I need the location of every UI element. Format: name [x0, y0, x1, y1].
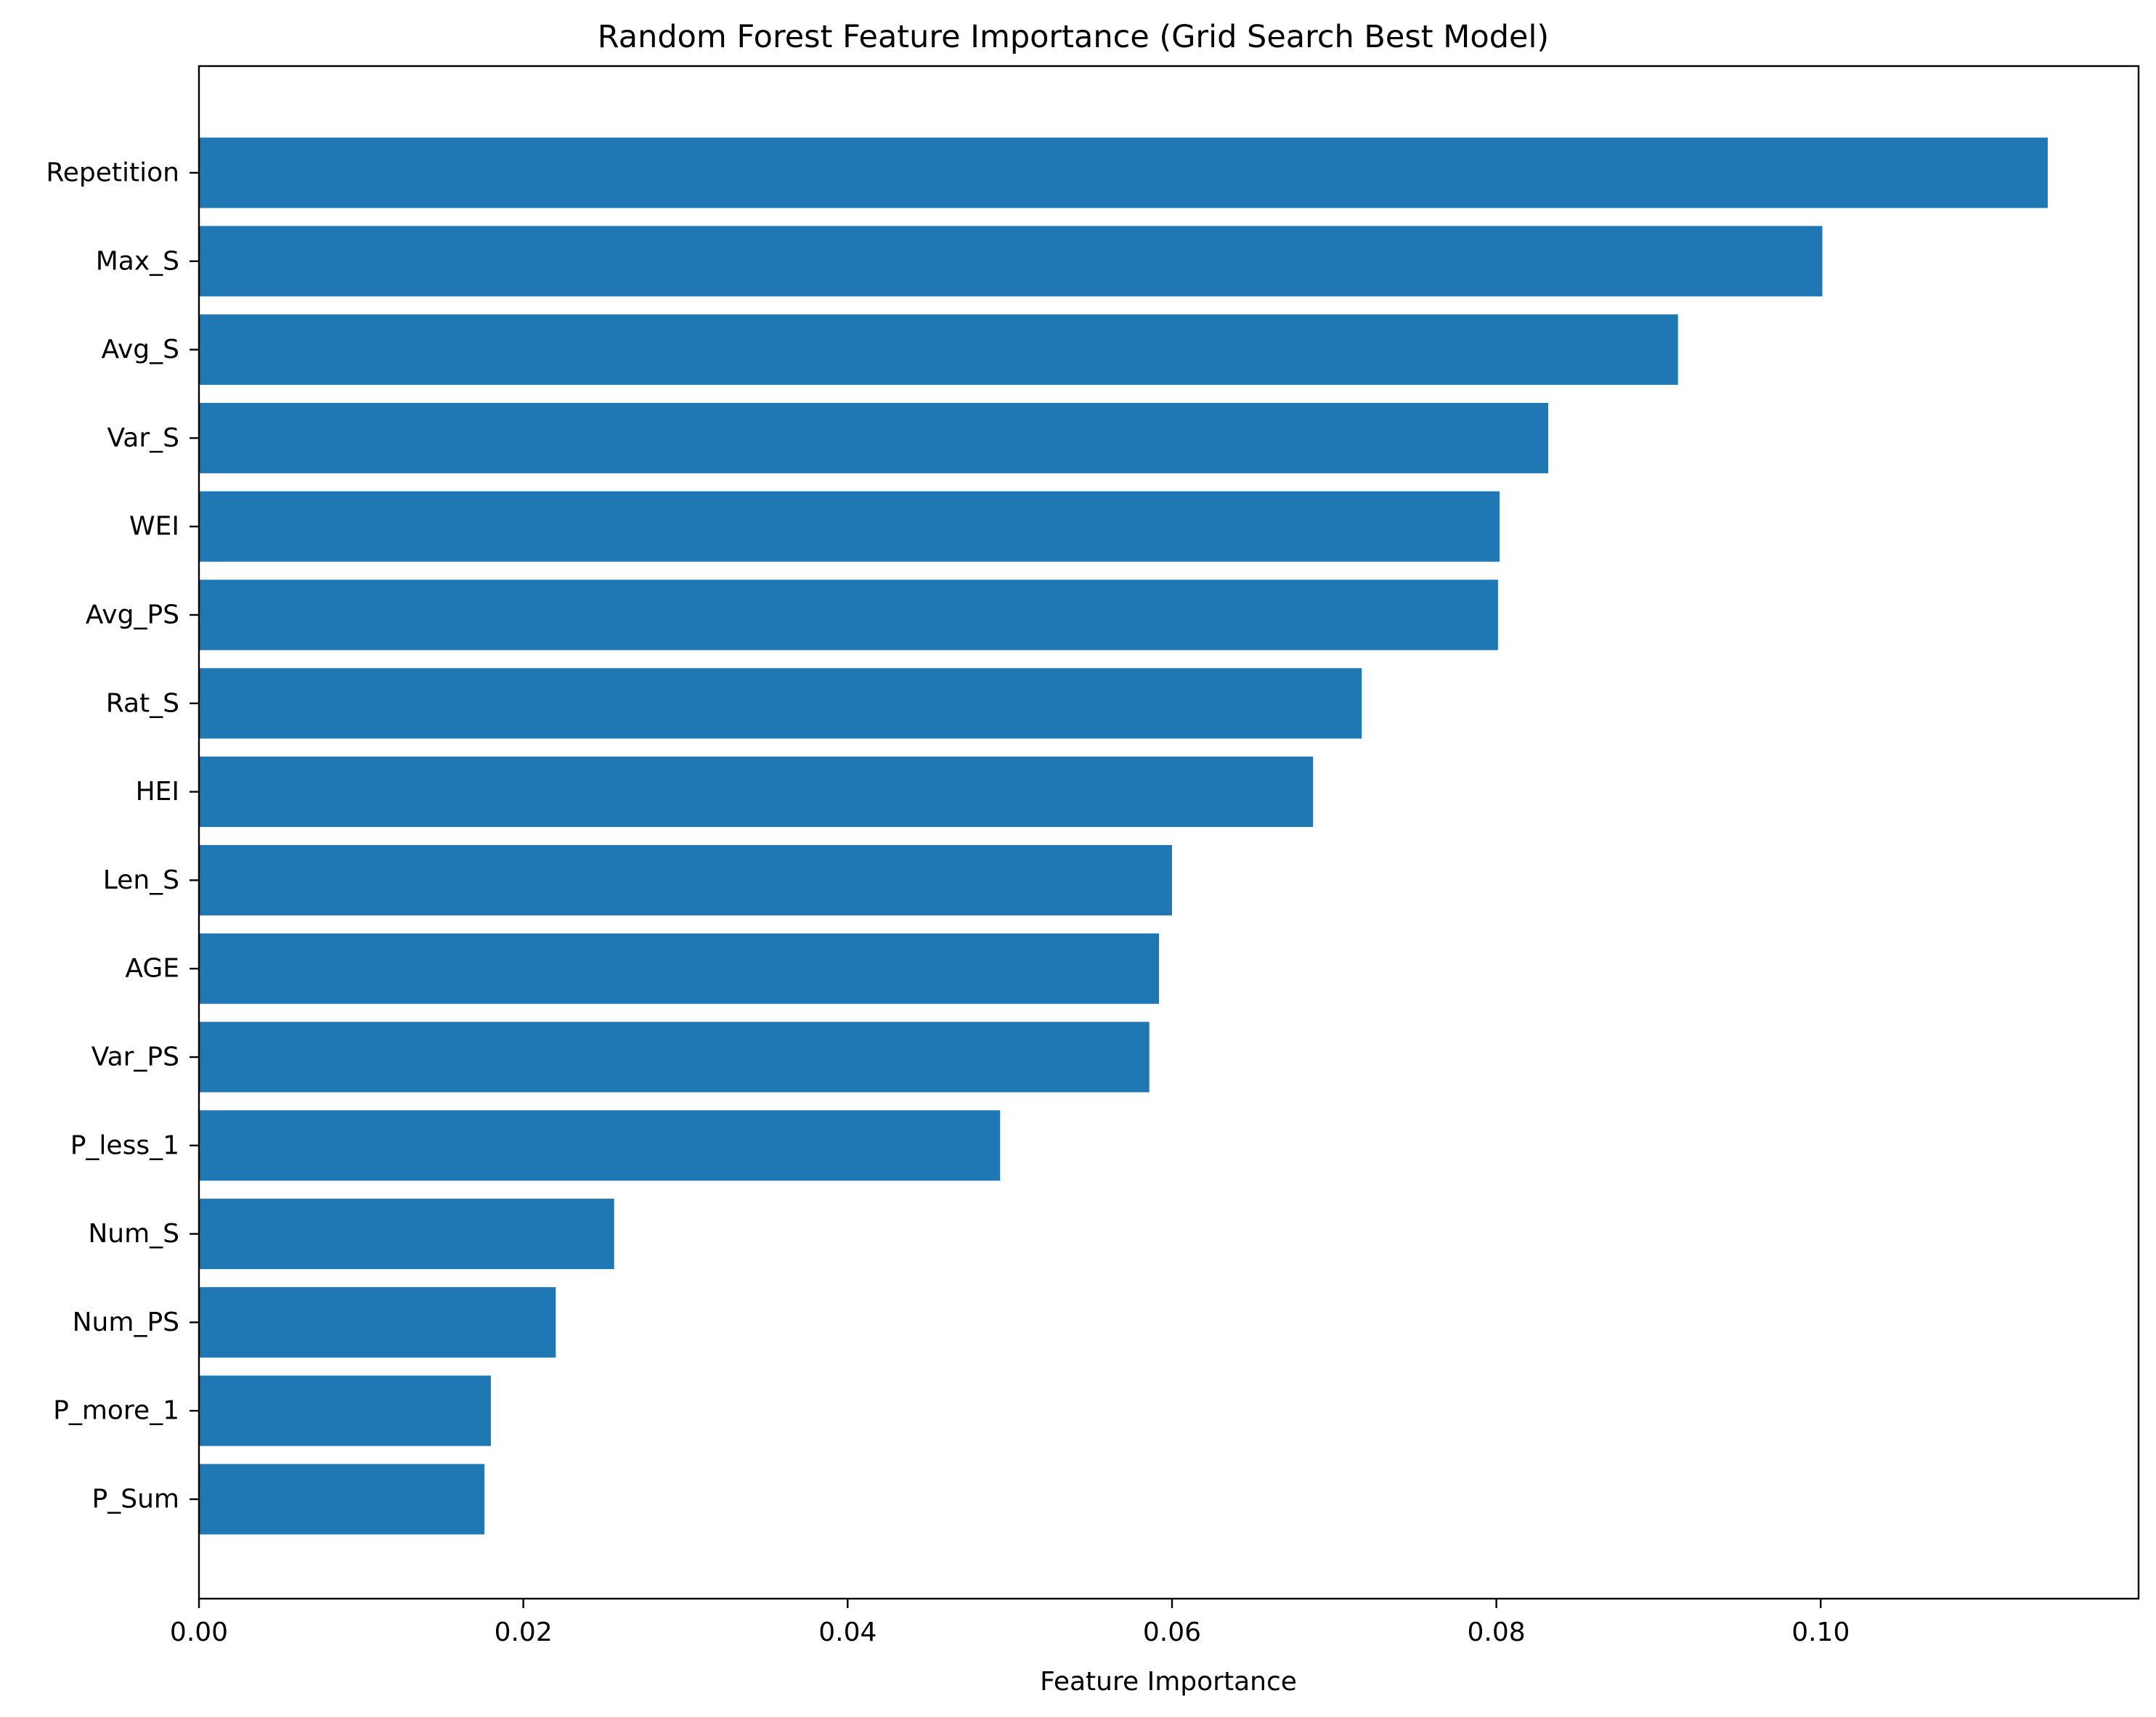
- y-tick-label: Var_S: [107, 423, 179, 453]
- bar-len-s: [199, 844, 1172, 915]
- bar-avg-ps: [199, 579, 1498, 650]
- y-tick-label: WEI: [129, 512, 179, 542]
- y-axis-ticks: Repetition Max_S Avg_S Var_S WEI Avg_PS Rat_S H…: [46, 158, 199, 1514]
- x-axis-ticks: 0.00 0.02 0.04 0.06 0.08 0.10: [170, 1599, 1850, 1647]
- y-tick-label: Num_PS: [73, 1308, 179, 1337]
- bar-var-s: [199, 402, 1549, 473]
- x-tick-label: 0.04: [818, 1618, 876, 1647]
- bar-wei: [199, 491, 1500, 562]
- y-tick-label: Avg_PS: [86, 600, 179, 630]
- chart-title: Random Forest Feature Importance (Grid S…: [598, 19, 1549, 55]
- bar-var-ps: [199, 1021, 1150, 1093]
- bar-max-s: [199, 226, 1823, 297]
- y-tick-label: Len_S: [103, 865, 179, 895]
- bars-layer: [199, 137, 2048, 1535]
- y-tick-label: Repetition: [46, 158, 179, 188]
- x-tick-label: 0.02: [495, 1618, 553, 1647]
- y-tick-label: P_less_1: [70, 1130, 179, 1160]
- y-tick-label: Num_S: [88, 1219, 179, 1249]
- bar-repetition: [199, 137, 2048, 208]
- bar-p-more-1: [199, 1375, 491, 1446]
- x-tick-label: 0.10: [1791, 1618, 1850, 1647]
- x-tick-label: 0.08: [1468, 1618, 1526, 1647]
- y-tick-label: Avg_S: [101, 335, 179, 364]
- x-axis-label: Feature Importance: [1040, 1667, 1297, 1697]
- x-tick-label: 0.00: [170, 1618, 228, 1647]
- bar-p-less-1: [199, 1110, 1001, 1181]
- y-tick-label: Max_S: [96, 246, 179, 276]
- bar-avg-s: [199, 314, 1678, 386]
- bar-num-ps: [199, 1286, 556, 1358]
- plot-frame: [198, 65, 2140, 1600]
- bar-rat-s: [199, 668, 1362, 739]
- bar-hei: [199, 756, 1314, 828]
- y-tick-label: P_Sum: [92, 1485, 179, 1514]
- y-tick-label: HEI: [136, 777, 179, 807]
- bar-p-sum: [199, 1464, 485, 1535]
- y-tick-label: Rat_S: [106, 688, 179, 718]
- x-tick-label: 0.06: [1143, 1618, 1201, 1647]
- bar-num-s: [199, 1199, 614, 1270]
- y-tick-label: Var_PS: [91, 1043, 179, 1072]
- bar-age: [199, 933, 1160, 1004]
- y-tick-label: AGE: [125, 954, 179, 984]
- y-tick-label: P_more_1: [53, 1396, 179, 1426]
